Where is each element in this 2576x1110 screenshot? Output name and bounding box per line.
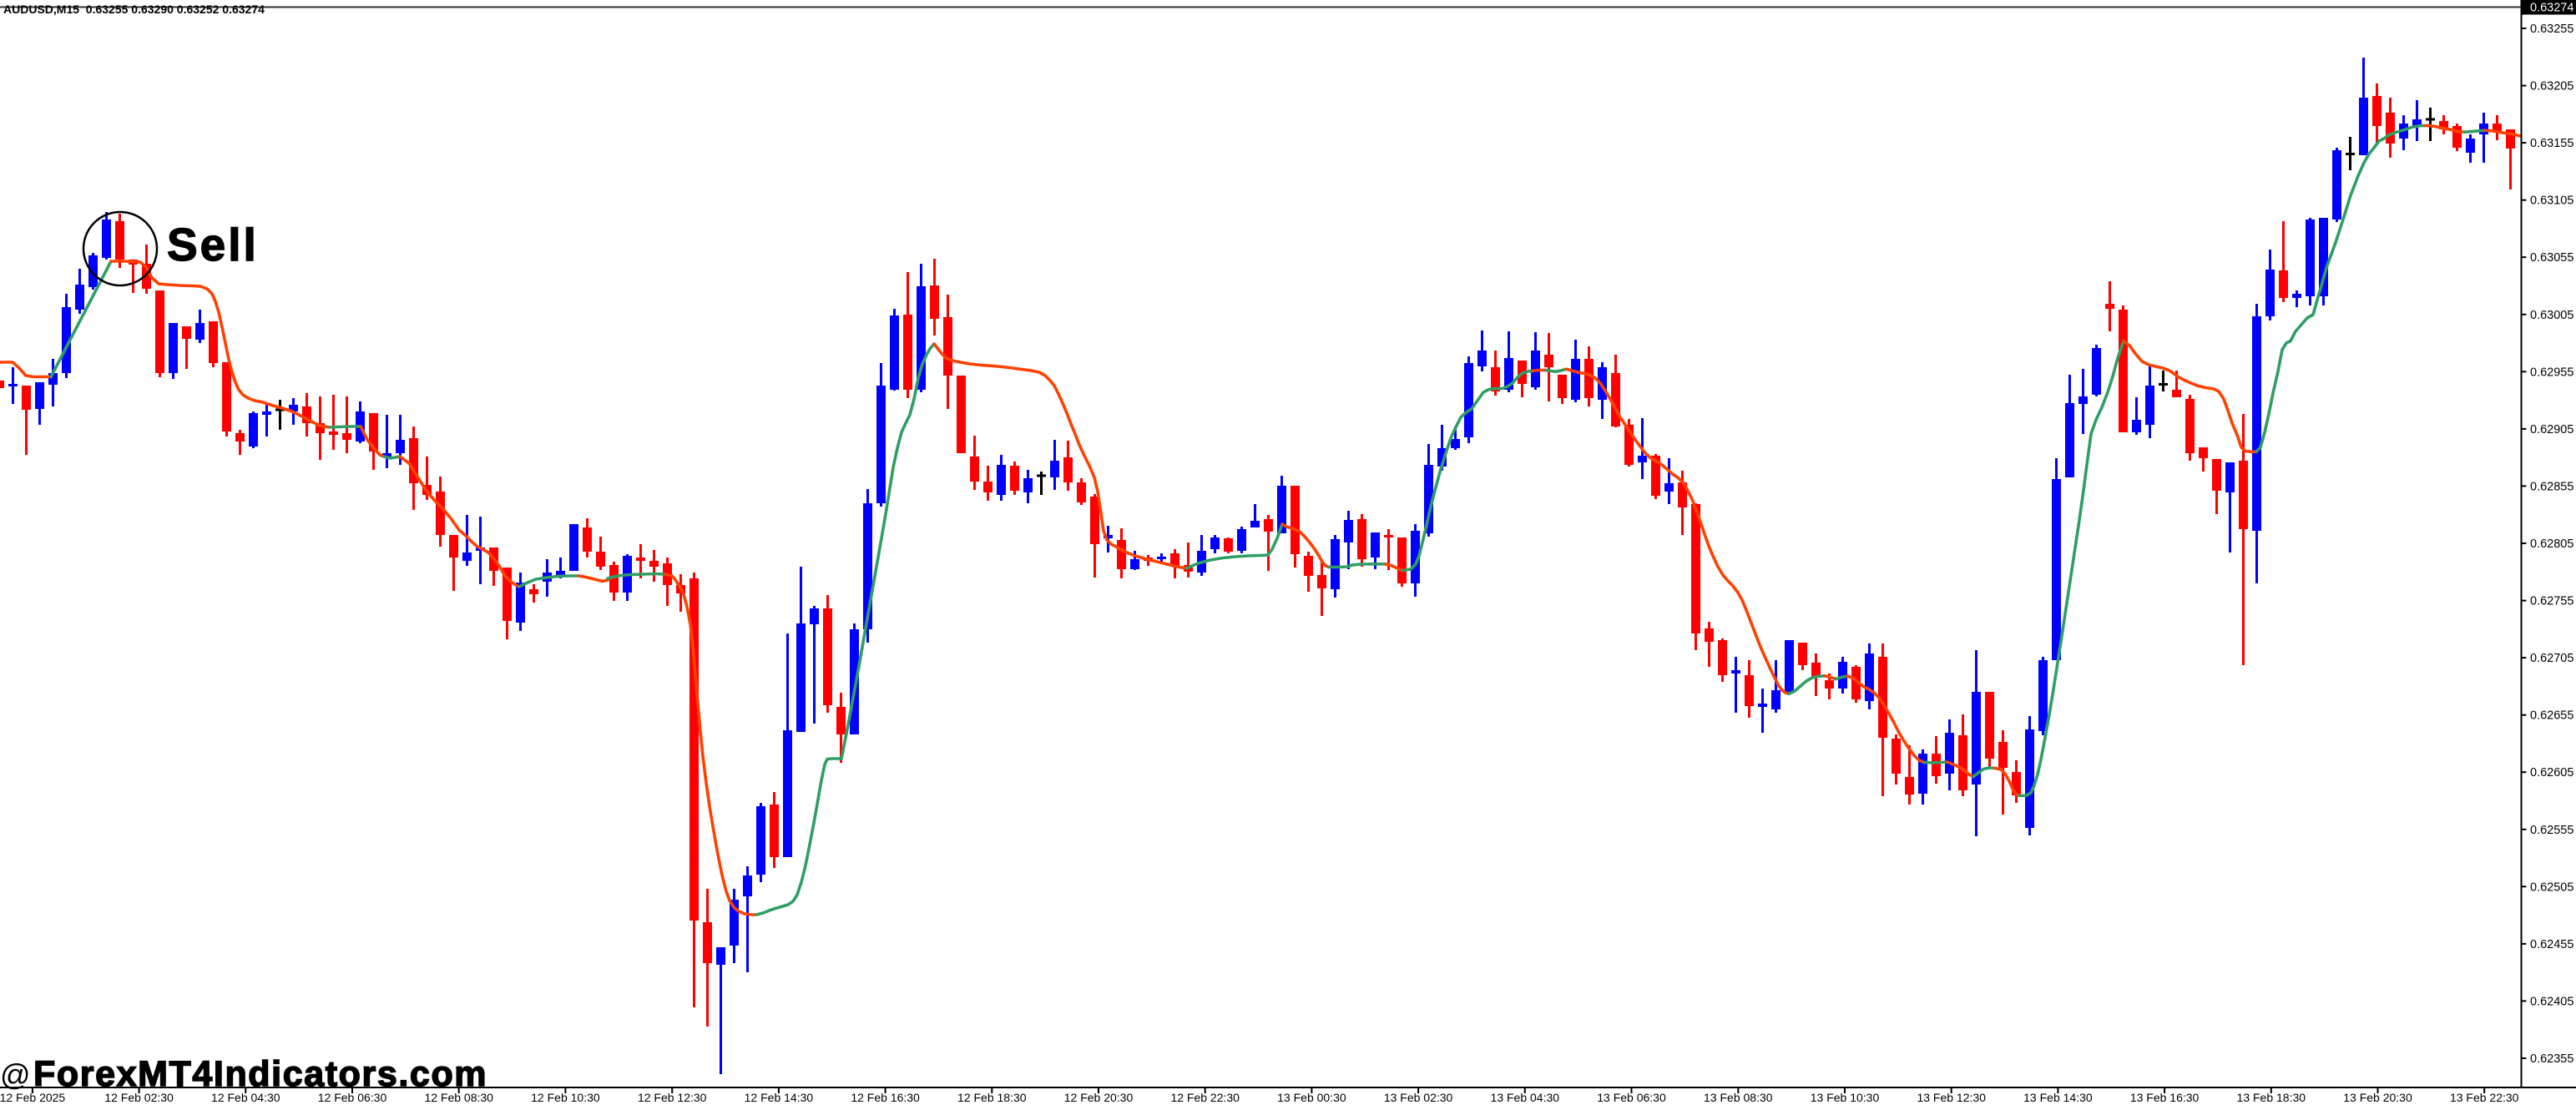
svg-text:0.62805: 0.62805 [2530,537,2573,551]
svg-text:13 Feb 20:30: 13 Feb 20:30 [2343,1091,2412,1104]
svg-text:0.63255: 0.63255 [2530,23,2573,36]
svg-text:@: @ [0,1057,31,1092]
svg-text:13 Feb 12:30: 13 Feb 12:30 [1917,1091,1986,1104]
svg-text:13 Feb 00:30: 13 Feb 00:30 [1277,1091,1346,1104]
svg-text:0.63155: 0.63155 [2530,137,2573,150]
svg-text:12 Feb 10:30: 12 Feb 10:30 [531,1091,600,1104]
svg-text:13 Feb 10:30: 13 Feb 10:30 [1811,1091,1880,1104]
svg-text:13 Feb 02:30: 13 Feb 02:30 [1384,1091,1453,1104]
svg-text:AUDUSD,M15 0.63255 0.63290 0.: AUDUSD,M15 0.63255 0.63290 0.63252 0.632… [3,3,265,16]
svg-text:0.62855: 0.62855 [2530,480,2573,493]
svg-text:0.62555: 0.62555 [2530,824,2573,837]
svg-text:0.63105: 0.63105 [2530,194,2573,208]
svg-text:0.62905: 0.62905 [2530,423,2573,436]
svg-text:12 Feb 20:30: 12 Feb 20:30 [1064,1091,1134,1104]
svg-text:13 Feb 16:30: 13 Feb 16:30 [2130,1091,2200,1104]
svg-text:12 Feb 18:30: 12 Feb 18:30 [957,1091,1027,1104]
svg-text:13 Feb 06:30: 13 Feb 06:30 [1597,1091,1666,1104]
svg-text:12 Feb 16:30: 12 Feb 16:30 [851,1091,920,1104]
svg-text:0.62455: 0.62455 [2530,938,2573,951]
svg-text:13 Feb 14:30: 13 Feb 14:30 [2023,1091,2093,1104]
svg-text:12 Feb 22:30: 12 Feb 22:30 [1170,1091,1240,1104]
svg-text:13 Feb 04:30: 13 Feb 04:30 [1491,1091,1560,1104]
svg-text:13 Feb 22:30: 13 Feb 22:30 [2450,1091,2519,1104]
svg-text:0.62355: 0.62355 [2530,1052,2573,1066]
svg-text:Sell: Sell [167,219,259,270]
svg-text:0.62705: 0.62705 [2530,652,2573,665]
svg-text:0.63205: 0.63205 [2530,80,2573,93]
svg-text:12 Feb 12:30: 12 Feb 12:30 [638,1091,707,1104]
svg-text:0.62605: 0.62605 [2530,766,2573,780]
svg-text:0.62505: 0.62505 [2530,880,2573,894]
svg-text:0.62655: 0.62655 [2530,709,2573,723]
svg-text:0.62755: 0.62755 [2530,595,2573,608]
svg-text:12 Feb 14:30: 12 Feb 14:30 [745,1091,814,1104]
svg-text:0.62955: 0.62955 [2530,366,2573,379]
svg-text:0.63055: 0.63055 [2530,251,2573,265]
svg-text:13 Feb 18:30: 13 Feb 18:30 [2237,1091,2306,1104]
svg-text:ForexMT4Indicators.com: ForexMT4Indicators.com [33,1054,487,1094]
svg-text:0.63274: 0.63274 [2530,2,2573,15]
svg-text:13 Feb 08:30: 13 Feb 08:30 [1704,1091,1773,1104]
svg-text:0.62405: 0.62405 [2530,995,2573,1008]
svg-text:0.63005: 0.63005 [2530,309,2573,322]
